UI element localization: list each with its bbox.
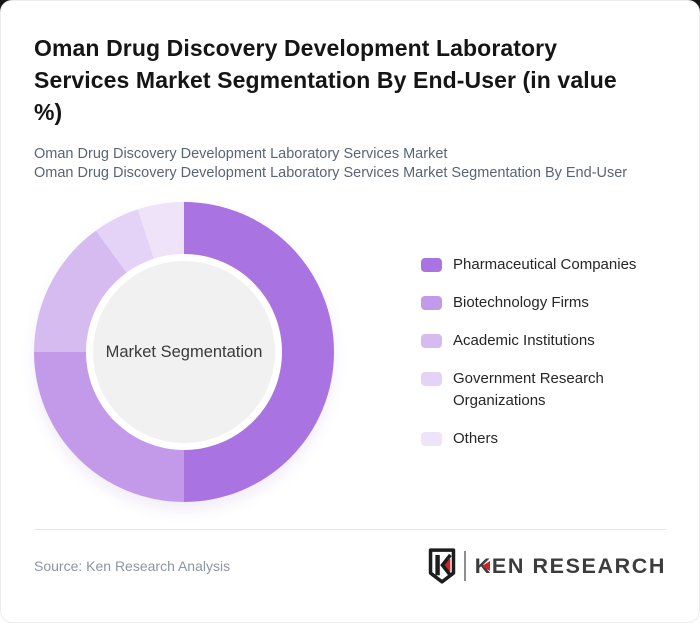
legend-label: Biotechnology Firms [453, 294, 589, 311]
logo-wordmark: KEN RESEARCH [475, 554, 666, 579]
legend-swatch [421, 432, 442, 446]
legend-swatch [421, 334, 442, 348]
page-title-line: Oman Drug Discovery Development Laborato… [34, 35, 558, 61]
donut-center-circle: Market Segmentation [93, 261, 275, 443]
legend-swatch [421, 296, 442, 310]
footer: Source: Ken Research Analysis KEN RESEAR… [34, 530, 666, 602]
chart-area: Market Segmentation Pharmaceutical Compa… [34, 202, 699, 502]
donut-center-label: Market Segmentation [105, 342, 263, 361]
chart-subtitle: Oman Drug Discovery Development Laborato… [34, 145, 666, 183]
subtitle-line: Oman Drug Discovery Development Laborato… [34, 165, 628, 181]
page-title: Oman Drug Discovery Development Laborato… [34, 32, 668, 128]
legend: Pharmaceutical Companies Biotechnology Fi… [421, 254, 661, 450]
legend-swatch [421, 258, 442, 272]
logo-text: KEN RESEARCH [474, 553, 666, 578]
legend-item[interactable]: Pharmaceutical Companies [421, 254, 661, 276]
page-title-line: Services Market Segmentation By End-User… [34, 67, 617, 93]
legend-item[interactable]: Others [421, 428, 661, 450]
legend-label: Pharmaceutical Companies [453, 256, 637, 273]
donut-chart-wrap: Market Segmentation [34, 202, 334, 502]
subtitle-line: Oman Drug Discovery Development Laborato… [34, 146, 448, 162]
page-title-line: %) [34, 99, 63, 125]
source-text: Source: Ken Research Analysis [34, 558, 231, 574]
legend-label: Academic Institutions [453, 332, 595, 349]
legend-item[interactable]: Government Research Organizations [421, 368, 661, 412]
legend-item[interactable]: Biotechnology Firms [421, 292, 661, 314]
ken-research-badge-icon [428, 548, 456, 584]
legend-label: Others [453, 430, 499, 447]
legend-item[interactable]: Academic Institutions [421, 330, 661, 352]
logo-separator [463, 551, 466, 581]
legend-label: Government Research Organizations [453, 370, 604, 409]
red-triangle-icon [481, 561, 490, 571]
ken-research-logo: KEN RESEARCH [427, 547, 666, 585]
footer-divider [34, 529, 666, 530]
legend-swatch [421, 372, 442, 386]
